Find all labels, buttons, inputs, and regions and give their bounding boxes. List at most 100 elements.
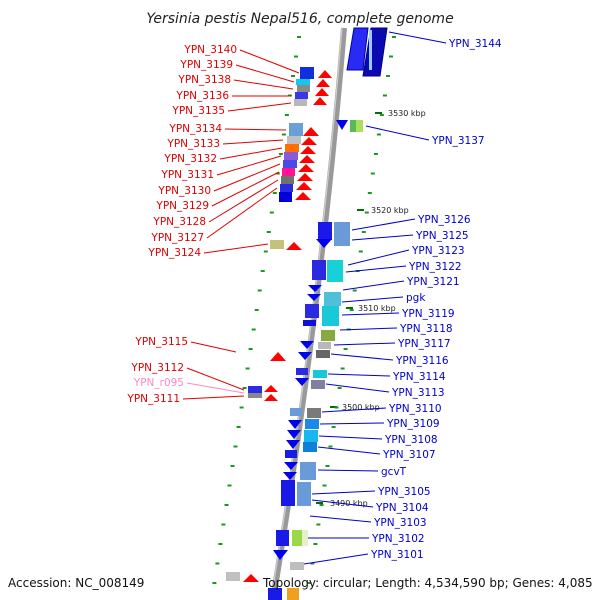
gene-label-YPN_3112[interactable]: YPN_3112: [130, 362, 184, 374]
gene-label-YPN_3144[interactable]: YPN_3144: [448, 38, 502, 50]
minor-tick: [218, 543, 223, 545]
gene-block: [281, 176, 294, 184]
gene-label-YPN_3135[interactable]: YPN_3135: [171, 105, 225, 117]
red-arrow: [295, 192, 311, 200]
gene-block: [302, 530, 308, 546]
gene-label-YPN_3129[interactable]: YPN_3129: [155, 200, 209, 212]
leader-line: [325, 383, 390, 393]
gene-label-YPN_r095[interactable]: YPN_r095: [133, 377, 184, 389]
red-arrow: [318, 70, 332, 78]
left-leader-lines: [182, 49, 300, 400]
gene-label-YPN_3116[interactable]: YPN_3116: [395, 355, 449, 367]
gene-label-YPN_3124[interactable]: YPN_3124: [147, 247, 201, 259]
red-arrow: [313, 97, 327, 105]
gene-label-YPN_3118[interactable]: YPN_3118: [399, 323, 453, 335]
gene-block: [287, 588, 299, 600]
minor-tick: [358, 250, 363, 253]
minor-tick: [392, 36, 396, 38]
gene-label-YPN_3139[interactable]: YPN_3139: [179, 59, 233, 71]
minor-tick: [227, 484, 232, 487]
gene-label-YPN_3117[interactable]: YPN_3117: [397, 338, 451, 350]
minor-tick: [245, 367, 250, 370]
gene-label-YPN_3102[interactable]: YPN_3102: [371, 533, 425, 545]
gene-label-YPN_3137[interactable]: YPN_3137: [431, 135, 485, 147]
minor-tick: [367, 192, 372, 194]
gene-label-YPN_3119[interactable]: YPN_3119: [401, 308, 455, 320]
red-arrow: [303, 127, 319, 136]
blue-arrow: [300, 341, 314, 349]
minor-tick: [307, 582, 312, 584]
gene-block: [322, 306, 339, 326]
gene-label-pgk[interactable]: pgk: [406, 292, 426, 304]
leader-line: [351, 218, 416, 231]
gene-label-YPN_3110[interactable]: YPN_3110: [388, 403, 442, 415]
minor-tick: [352, 289, 357, 292]
leader-line: [351, 234, 414, 241]
gene-label-YPN_3123[interactable]: YPN_3123: [411, 245, 465, 257]
gene-label-YPN_3131[interactable]: YPN_3131: [160, 169, 214, 181]
gene-block: [356, 120, 363, 132]
minor-tick: [325, 465, 330, 467]
gene-label-YPN_3136[interactable]: YPN_3136: [175, 90, 229, 102]
topology-text: Topology: circular; Length: 4,534,590 bp…: [262, 576, 593, 590]
gene-label-YPN_3121[interactable]: YPN_3121: [406, 276, 460, 288]
leader-line: [317, 446, 381, 455]
gene-block: [289, 123, 303, 136]
leader-line: [319, 422, 385, 425]
gene-label-YPN_3134[interactable]: YPN_3134: [168, 123, 222, 135]
leader-line: [309, 515, 372, 523]
gene-label-YPN_3128[interactable]: YPN_3128: [152, 216, 206, 228]
minor-tick: [269, 211, 274, 214]
leader-line: [219, 147, 283, 160]
minor-tick: [251, 328, 256, 331]
gene-block: [281, 480, 295, 506]
gene-label-gcvT[interactable]: gcvT: [381, 466, 407, 478]
gene-label-YPN_3107[interactable]: YPN_3107: [382, 449, 436, 461]
gene-block: [283, 160, 297, 168]
gene-block: [305, 304, 319, 318]
gene-block: [294, 99, 307, 106]
gene-label-YPN_3104[interactable]: YPN_3104: [375, 502, 429, 514]
minor-tick: [382, 94, 387, 97]
gene-label-YPN_3133[interactable]: YPN_3133: [166, 138, 220, 150]
blue-arrow: [284, 462, 298, 470]
gene-label-YPN_3132[interactable]: YPN_3132: [163, 153, 217, 165]
gene-label-YPN_3111[interactable]: YPN_3111: [126, 393, 180, 405]
gene-label-YPN_3130[interactable]: YPN_3130: [157, 185, 211, 197]
leader-line: [216, 155, 282, 176]
gene-label-YPN_3101[interactable]: YPN_3101: [370, 549, 424, 561]
scale-label-3490: 3490 kbp: [330, 499, 368, 508]
red-arrow: [264, 394, 278, 401]
right-gene-cluster: [273, 120, 363, 600]
gene-label-YPN_3138[interactable]: YPN_3138: [177, 74, 231, 86]
gene-label-YPN_3114[interactable]: YPN_3114: [392, 371, 446, 383]
gene-label-YPN_3103[interactable]: YPN_3103: [373, 517, 427, 529]
leader-line: [339, 327, 398, 331]
leader-line: [365, 125, 430, 141]
gene-block: [287, 136, 301, 144]
gene-label-YPN_3127[interactable]: YPN_3127: [150, 232, 204, 244]
gene-block: [297, 482, 311, 506]
scale-labels: 3530 kbp 3520 kbp 3510 kbp 3500 kbp 3490…: [330, 109, 426, 508]
accession-text: Accession: NC_008149: [8, 576, 144, 590]
gene-label-YPN_3126[interactable]: YPN_3126: [417, 214, 471, 226]
gene-label-YPN_3122[interactable]: YPN_3122: [408, 261, 462, 273]
minor-tick: [340, 367, 345, 370]
gene-block: [295, 92, 308, 99]
gene-label-YPN_3115[interactable]: YPN_3115: [134, 336, 188, 348]
gene-label-YPN_3125[interactable]: YPN_3125: [415, 230, 469, 242]
leader-line: [190, 341, 237, 353]
gene-label-YPN_3109[interactable]: YPN_3109: [386, 418, 440, 430]
gene-block: [316, 350, 330, 358]
leader-line: [317, 469, 379, 472]
gene-label-YPN_3140[interactable]: YPN_3140: [183, 44, 237, 56]
gene-label-YPN_3105[interactable]: YPN_3105: [377, 486, 431, 498]
leader-line: [341, 312, 400, 316]
gene-label-YPN_3113[interactable]: YPN_3113: [391, 387, 445, 399]
scale-label-3520: 3520 kbp: [371, 206, 409, 215]
minor-tick: [212, 582, 217, 584]
gene-label-YPN_3108[interactable]: YPN_3108: [384, 434, 438, 446]
red-arrow: [243, 574, 259, 582]
scale-label-3530: 3530 kbp: [388, 109, 426, 118]
